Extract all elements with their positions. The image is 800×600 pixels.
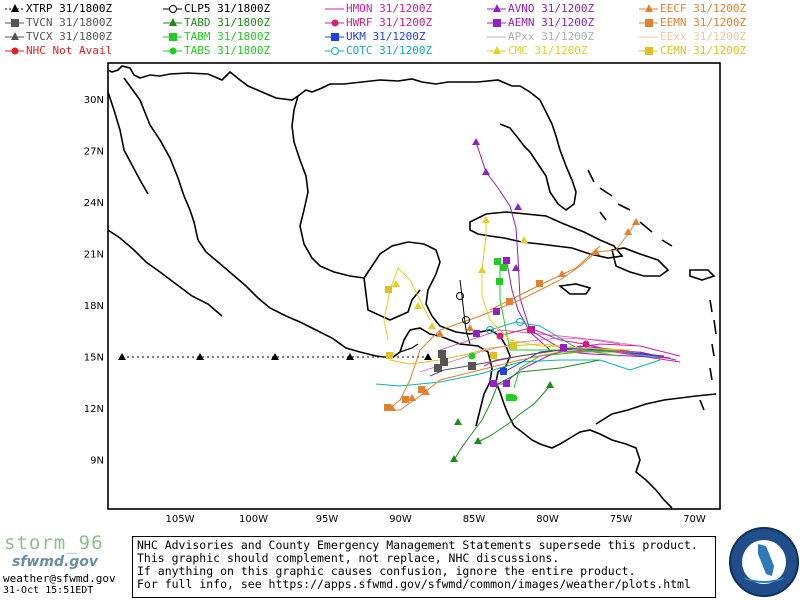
legend-symbol-icon bbox=[639, 36, 658, 38]
longitude-label: 80W bbox=[536, 514, 559, 525]
legend-label: CMC 31/1200Z bbox=[508, 44, 588, 57]
legend-symbol-icon bbox=[325, 8, 344, 10]
longitude-label: 85W bbox=[463, 514, 486, 525]
longitude-label: 90W bbox=[389, 514, 412, 525]
legend-label: HMON 31/1200Z bbox=[346, 2, 433, 15]
latitude-label: 18N bbox=[84, 301, 104, 312]
legend-symbol-icon bbox=[5, 4, 24, 12]
disclaimer-line: If anything on this graphic causes confu… bbox=[137, 564, 636, 578]
legend-symbol-icon bbox=[325, 33, 344, 41]
legend-label: AEMN 31/1200Z bbox=[508, 16, 595, 29]
legend-label: XTRP 31/1800Z bbox=[26, 2, 113, 15]
coastline bbox=[108, 65, 717, 509]
legend-label: NHC Not Avail bbox=[26, 44, 113, 57]
disclaimer-line: NHC Advisories and County Emergency Mana… bbox=[137, 538, 698, 552]
legend-symbol-icon bbox=[487, 19, 506, 27]
disclaimer-line: This graphic should complement, not repl… bbox=[137, 551, 560, 565]
model-tracks bbox=[122, 141, 681, 461]
latitude-label: 30N bbox=[84, 95, 104, 106]
longitude-label: 75W bbox=[610, 514, 633, 525]
legend-label: TABS 31/1800Z bbox=[184, 44, 271, 57]
legend-symbol-icon bbox=[487, 4, 506, 12]
legend-symbol-icon bbox=[487, 36, 506, 38]
legend-symbol-icon bbox=[5, 32, 24, 40]
longitude-label: 100W bbox=[239, 514, 268, 525]
latitude-label: 12N bbox=[84, 404, 104, 415]
legend-label: CLP5 31/1800Z bbox=[184, 2, 271, 15]
disclaimer-box: NHC Advisories and County Emergency Mana… bbox=[132, 536, 716, 598]
latitude-label: 15N bbox=[84, 353, 104, 364]
legend-symbol-icon bbox=[163, 33, 182, 41]
latitude-labels: 30N 27N 24N 21N 18N 15N 12N 9N bbox=[84, 95, 104, 467]
legend-label: HWRF 31/1200Z bbox=[346, 16, 433, 29]
legend-symbol-icon bbox=[5, 47, 24, 55]
legend-symbol-icon bbox=[639, 4, 658, 12]
legend-symbol-icon bbox=[5, 19, 24, 27]
latitude-label: 24N bbox=[84, 198, 104, 209]
legend-label: TABD 31/1800Z bbox=[184, 16, 271, 29]
footer-branding: storm_96 sfwmd.gov weather@sfwmd.gov 31-… bbox=[0, 532, 132, 600]
contact-email: weather@sfwmd.gov bbox=[3, 572, 116, 585]
legend-symbol-icon bbox=[163, 47, 182, 55]
map-frame bbox=[107, 62, 721, 510]
legend-label: EExx 31/1200Z bbox=[660, 30, 747, 43]
longitude-label: 70W bbox=[683, 514, 706, 525]
longitude-label: 105W bbox=[166, 514, 195, 525]
legend-label: AVNO 31/1200Z bbox=[508, 2, 595, 15]
legend-label: APxx 31/1200Z bbox=[508, 30, 595, 43]
legend-symbol-icon bbox=[639, 19, 658, 27]
sfwmd-seal-icon bbox=[729, 527, 799, 597]
legend-label: TVCN 31/1800Z bbox=[26, 16, 113, 29]
sfwmd-logo: sfwmd.gov bbox=[12, 554, 99, 570]
legend-symbol-icon bbox=[487, 46, 506, 54]
disclaimer-line: For full info, see https://apps.sfwmd.go… bbox=[137, 577, 691, 591]
legend-symbol-icon bbox=[163, 5, 182, 13]
latitude-label: 9N bbox=[90, 456, 104, 467]
legend-label: UKM 31/1200Z bbox=[346, 30, 426, 43]
latitude-label: 21N bbox=[84, 250, 104, 261]
legend-symbol-icon bbox=[325, 47, 344, 55]
timestamp: 31-Oct 15:51EDT bbox=[3, 585, 94, 596]
legend-label: EEMN 31/1200Z bbox=[660, 16, 747, 29]
legend-label: EECF 31/1200Z bbox=[660, 2, 747, 15]
legend-label: CEMN 31/1200Z bbox=[660, 44, 747, 57]
model-markers bbox=[118, 138, 640, 462]
legend-label: TABM 31/1800Z bbox=[184, 30, 271, 43]
legend-label: TVCX 31/1800Z bbox=[26, 30, 113, 43]
legend-symbol-icon bbox=[325, 19, 344, 27]
latitude-label: 27N bbox=[84, 147, 104, 158]
longitude-labels: 105W 100W 95W 90W 85W 80W 75W 70W bbox=[166, 514, 706, 525]
legend-symbol-icon bbox=[639, 47, 658, 55]
model-legend: XTRP 31/1800Z TVCN 31/1800Z TVCX 31/1800Z N… bbox=[0, 0, 800, 62]
storm-name: storm_96 bbox=[4, 532, 104, 554]
legend-label: COTC 31/1200Z bbox=[346, 44, 433, 57]
longitude-label: 95W bbox=[316, 514, 339, 525]
legend-symbol-icon bbox=[163, 18, 182, 26]
